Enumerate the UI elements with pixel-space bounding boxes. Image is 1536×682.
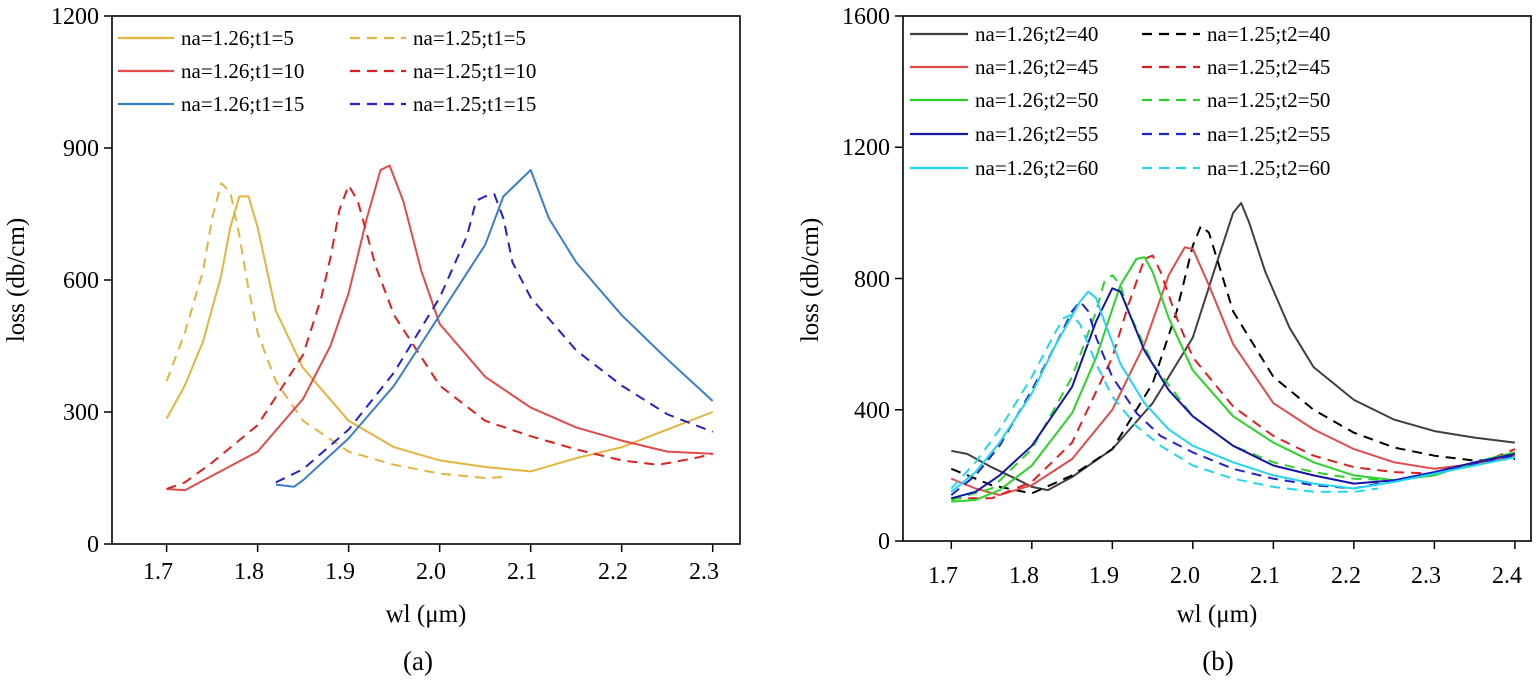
- legend-label: na=1.26;t2=50: [975, 88, 1098, 112]
- legend-label: na=1.25;t2=60: [1207, 156, 1330, 180]
- y-tick-label: 400: [854, 398, 890, 424]
- x-axis-ticks: [895, 15, 1516, 549]
- x-tick-label: 2.3: [1411, 563, 1441, 589]
- series-line: [950, 246, 1516, 497]
- y-tick-label: 1200: [51, 4, 99, 30]
- y-tick-label: 600: [63, 268, 99, 294]
- series-line: [950, 300, 1516, 496]
- legend-label: na=1.26;t1=5: [181, 26, 294, 50]
- panel-b-chart: 0 400 800 1200 1600 1.7 1.8 1.9 2.0 2.1 …: [797, 4, 1532, 676]
- data-lines: [165, 164, 714, 492]
- x-tick-label: 2.4: [1492, 563, 1522, 589]
- series-line: [950, 313, 1379, 493]
- y-tick-label: 1200: [842, 135, 890, 161]
- x-tick-label: 2.0: [416, 559, 446, 585]
- y-tick-label: 900: [63, 136, 99, 162]
- y-axis-title: loss (db/cm): [797, 218, 824, 342]
- y-tick-label: 1600: [842, 4, 890, 30]
- series-line: [950, 290, 1516, 493]
- legend-label: na=1.25;t2=40: [1207, 22, 1330, 46]
- x-tick-label: 2.2: [1331, 563, 1361, 589]
- series-line: [950, 225, 1515, 495]
- series-line: [275, 169, 714, 488]
- panel-label: (a): [403, 646, 433, 676]
- legend-entry: na=1.26;t2=40: [910, 22, 1098, 46]
- series-line: [165, 195, 714, 473]
- x-axis-title: wl (μm): [1177, 601, 1258, 628]
- x-tick-label: 2.2: [598, 559, 628, 585]
- y-axis-title: loss (db/cm): [3, 218, 30, 342]
- x-tick-label: 1.8: [1009, 563, 1039, 589]
- legend-entry: na=1.25;t1=15: [350, 92, 536, 116]
- x-tick-label: 1.9: [1089, 563, 1119, 589]
- x-axis-ticks: [104, 15, 714, 552]
- x-tick-label: 2.1: [1250, 563, 1280, 589]
- series-line: [166, 184, 713, 490]
- legend-label: na=1.26;t2=40: [975, 22, 1098, 46]
- series-line: [951, 274, 1516, 501]
- series-line: [951, 256, 1516, 503]
- series-line: [165, 182, 504, 479]
- legend-entry: na=1.26;t2=60: [910, 156, 1098, 180]
- y-tick-label: 300: [63, 400, 99, 426]
- legend-label: na=1.26;t1=15: [181, 92, 304, 116]
- legend-label: na=1.26;t2=55: [975, 122, 1098, 146]
- legend-entry: na=1.26;t2=45: [910, 55, 1098, 79]
- panel-a-chart: 0 300 600 900 1200 1.7 1.8 1.9 2.0 2.1 2…: [3, 4, 741, 676]
- legend-entry: na=1.26;t2=55: [910, 122, 1098, 146]
- legend: na=1.26;t1=5 na=1.25;t1=5 na=1.26;t1=10 …: [118, 26, 536, 116]
- legend: na=1.26;t2=40 na=1.25;t2=40 na=1.26;t2=4…: [910, 22, 1330, 180]
- legend-label: na=1.25;t1=5: [413, 26, 526, 50]
- legend-entry: na=1.25;t2=40: [1142, 22, 1330, 46]
- y-tick-label: 0: [878, 529, 890, 555]
- legend-label: na=1.25;t1=15: [413, 92, 536, 116]
- series-line: [951, 287, 1516, 500]
- series-line: [951, 202, 1516, 492]
- x-tick-label: 2.1: [507, 559, 537, 585]
- series-line: [951, 254, 1516, 500]
- x-tick-label: 1.7: [928, 563, 958, 589]
- x-tick-label: 2.3: [689, 559, 719, 585]
- y-tick-label: 0: [87, 532, 99, 558]
- legend-entry: na=1.25;t2=50: [1142, 88, 1330, 112]
- x-tick-label: 1.8: [234, 559, 264, 585]
- x-axis-title: wl (μm): [386, 601, 467, 628]
- x-tick-label: 1.9: [325, 559, 355, 585]
- data-lines: [950, 202, 1516, 503]
- legend-entry: na=1.26;t1=15: [118, 92, 304, 116]
- legend-entry: na=1.26;t1=10: [118, 59, 304, 83]
- legend-label: na=1.25;t1=10: [413, 59, 536, 83]
- legend-entry: na=1.25;t1=5: [350, 26, 526, 50]
- legend-label: na=1.25;t2=55: [1207, 122, 1330, 146]
- series-line: [275, 193, 714, 484]
- x-tick-label: 1.7: [143, 559, 173, 585]
- legend-entry: na=1.25;t2=60: [1142, 156, 1330, 180]
- legend-entry: na=1.25;t2=55: [1142, 122, 1330, 146]
- series-line: [166, 164, 713, 492]
- legend-entry: na=1.26;t1=5: [118, 26, 294, 50]
- legend-label: na=1.25;t2=45: [1207, 55, 1330, 79]
- panel-label: (b): [1202, 646, 1233, 676]
- legend-label: na=1.26;t2=60: [975, 156, 1098, 180]
- legend-entry: na=1.25;t2=45: [1142, 55, 1330, 79]
- legend-entry: na=1.25;t1=10: [350, 59, 536, 83]
- legend-entry: na=1.26;t2=50: [910, 88, 1098, 112]
- legend-label: na=1.25;t2=50: [1207, 88, 1330, 112]
- legend-label: na=1.26;t2=45: [975, 55, 1098, 79]
- legend-label: na=1.26;t1=10: [181, 59, 304, 83]
- x-tick-label: 2.0: [1170, 563, 1200, 589]
- y-tick-label: 800: [854, 267, 890, 293]
